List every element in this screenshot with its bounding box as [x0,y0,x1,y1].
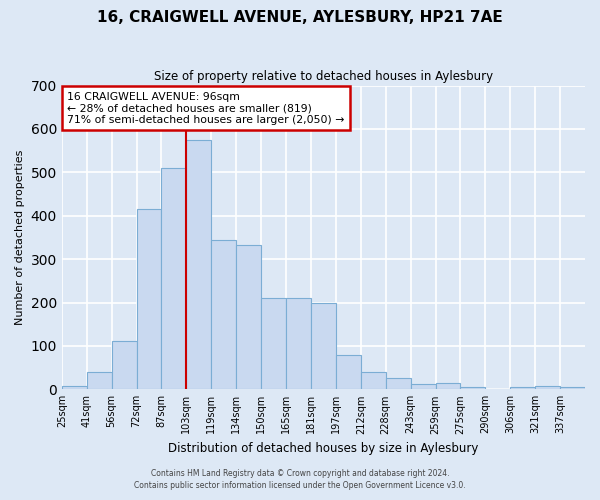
Bar [187,140,211,390]
Bar [560,387,585,390]
Bar [236,245,261,390]
Bar [386,378,410,390]
Bar [211,240,236,390]
Y-axis label: Number of detached properties: Number of detached properties [15,150,25,325]
Bar [87,372,112,390]
Bar [112,340,137,390]
Bar [137,209,161,390]
Bar [510,387,535,390]
Bar [535,386,560,390]
Bar [161,168,187,390]
Bar [361,372,386,390]
Bar [460,387,485,390]
Bar [311,302,336,390]
Bar [62,386,87,390]
Bar [336,354,361,390]
Text: 16 CRAIGWELL AVENUE: 96sqm
← 28% of detached houses are smaller (819)
71% of sem: 16 CRAIGWELL AVENUE: 96sqm ← 28% of deta… [67,92,344,125]
Bar [410,384,436,390]
Bar [261,298,286,390]
X-axis label: Distribution of detached houses by size in Aylesbury: Distribution of detached houses by size … [168,442,479,455]
Title: Size of property relative to detached houses in Aylesbury: Size of property relative to detached ho… [154,70,493,83]
Text: Contains HM Land Registry data © Crown copyright and database right 2024.
Contai: Contains HM Land Registry data © Crown c… [134,468,466,490]
Bar [286,298,311,390]
Bar [436,383,460,390]
Text: 16, CRAIGWELL AVENUE, AYLESBURY, HP21 7AE: 16, CRAIGWELL AVENUE, AYLESBURY, HP21 7A… [97,10,503,25]
